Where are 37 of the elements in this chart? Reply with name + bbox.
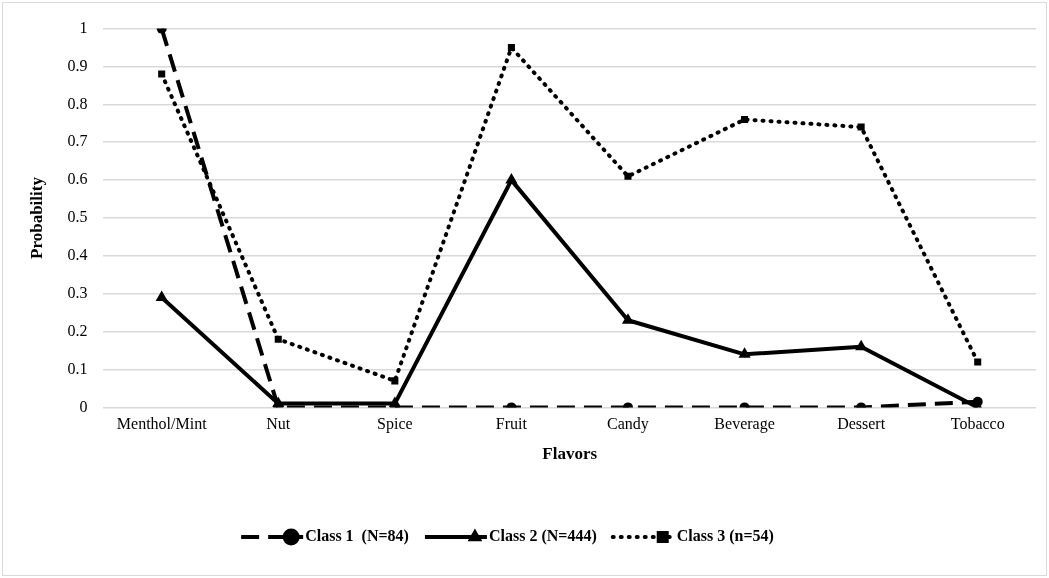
x-axis-title: Flavors: [542, 444, 598, 464]
y-tick-label: 0.4: [67, 246, 88, 264]
point: [505, 173, 518, 184]
y-tick-label: 0.5: [67, 208, 88, 226]
y-tick-label: 0.1: [67, 359, 88, 377]
y-tick-label: 0: [79, 397, 88, 415]
point: [621, 313, 635, 324]
x-tick-label: Spice: [377, 415, 413, 434]
legend-label: Class 2 (N=444): [488, 527, 597, 546]
x-tick-label: Tobacco: [950, 415, 1005, 433]
x-tick-label: Beverage: [714, 415, 775, 434]
y-tick-label: 0.8: [67, 94, 88, 112]
y-tick-label: 1: [79, 18, 88, 36]
y-tick-label: 0.6: [67, 170, 88, 188]
point: [857, 123, 865, 131]
x-tick-label: Dessert: [837, 415, 886, 433]
y-tick-label: 0.9: [67, 56, 88, 74]
point: [972, 396, 983, 407]
y-tick-label: 0.7: [67, 132, 88, 150]
point: [391, 377, 399, 385]
x-tick-label: Candy: [607, 415, 649, 434]
point: [158, 70, 166, 78]
y-axis-title: Probability: [26, 176, 46, 259]
point: [624, 172, 632, 180]
legend-label: Class 3 (n=54): [676, 527, 774, 546]
point: [974, 358, 982, 366]
point: [155, 290, 168, 302]
point: [741, 115, 749, 124]
x-tick-label: Menthol/Mint: [116, 415, 208, 433]
y-tick-label: 0.2: [67, 321, 88, 339]
y-tick-label: 0.3: [67, 283, 88, 301]
point: [738, 347, 751, 358]
point: [274, 335, 282, 343]
x-tick-label: Nut: [266, 415, 291, 433]
x-tick-label: Fruit: [495, 415, 528, 433]
legend-label: Class 1 (N=84): [305, 527, 409, 546]
point: [507, 44, 515, 52]
